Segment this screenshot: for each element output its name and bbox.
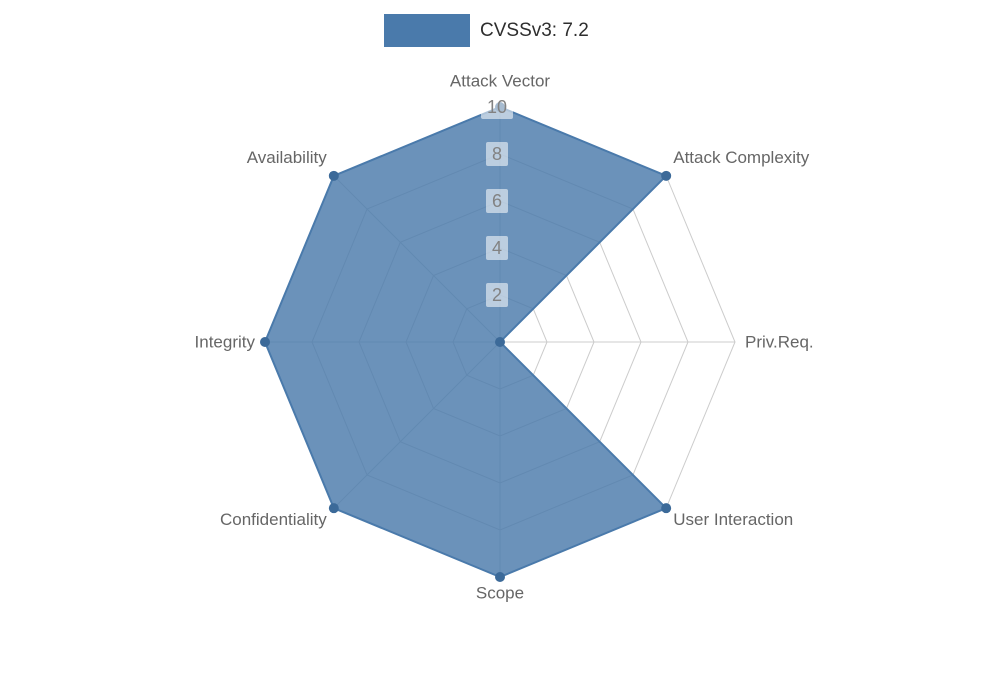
radial-tick-label: 10 bbox=[487, 97, 507, 117]
axis-label-integrity: Integrity bbox=[195, 333, 256, 352]
vertex-marker[interactable] bbox=[661, 170, 672, 181]
axis-label-confidentiality: Confidentiality bbox=[220, 510, 327, 529]
vertex-marker[interactable] bbox=[328, 503, 339, 514]
radial-tick-label: 6 bbox=[492, 191, 502, 211]
radial-tick-bg bbox=[481, 95, 513, 119]
radial-tick-label: 2 bbox=[492, 285, 502, 305]
vertex-marker[interactable] bbox=[495, 572, 505, 582]
axis-label-scope: Scope bbox=[476, 584, 524, 603]
axis-label-attack-vector: Attack Vector bbox=[450, 72, 550, 91]
radial-tick-label: 8 bbox=[492, 144, 502, 164]
radial-tick-bg bbox=[486, 142, 508, 166]
vertex-marker[interactable] bbox=[661, 503, 672, 514]
radial-tick-bg bbox=[486, 236, 508, 260]
radial-tick-label: 4 bbox=[492, 238, 502, 258]
vertex-marker[interactable] bbox=[328, 170, 339, 181]
axis-label-priv-req: Priv.Req. bbox=[745, 333, 814, 352]
axis-label-availability: Availability bbox=[247, 148, 328, 167]
axis-label-user-interaction: User Interaction bbox=[673, 510, 793, 529]
vertex-marker[interactable] bbox=[495, 337, 505, 347]
legend-swatch bbox=[384, 14, 470, 47]
radial-tick-bg bbox=[486, 189, 508, 213]
chart-legend[interactable]: CVSSv3: 7.2 bbox=[384, 14, 589, 47]
vertex-marker[interactable] bbox=[260, 337, 270, 347]
axis-label-attack-complexity: Attack Complexity bbox=[673, 148, 810, 167]
radial-tick-bg bbox=[486, 283, 508, 307]
legend-label: CVSSv3: 7.2 bbox=[480, 19, 589, 41]
